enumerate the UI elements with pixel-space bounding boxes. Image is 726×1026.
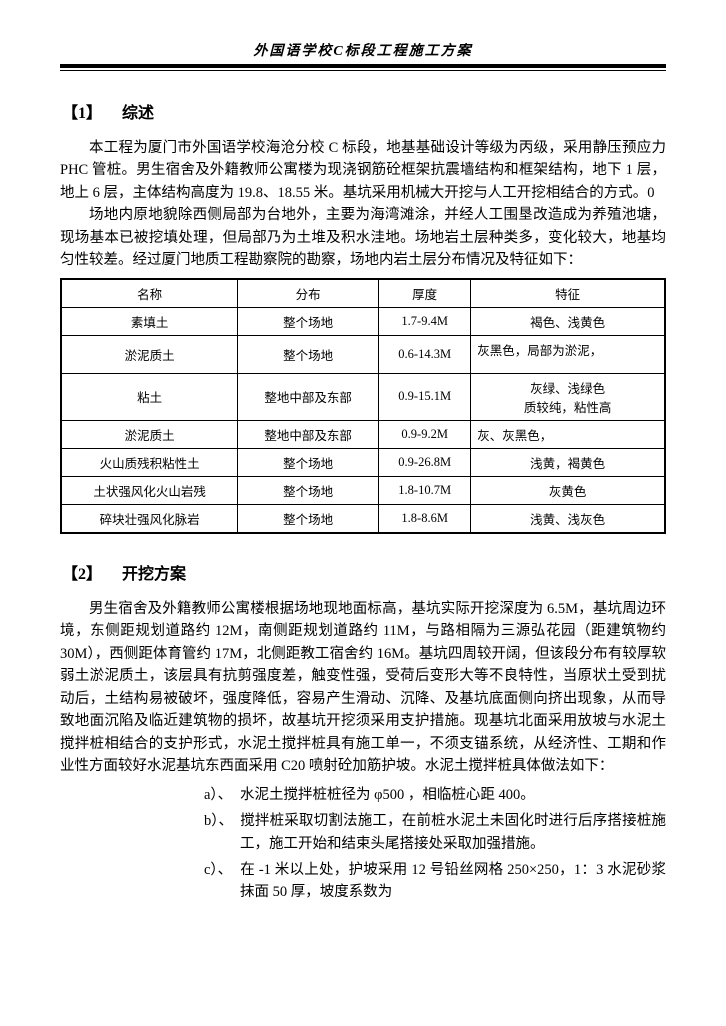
list-text: 在 -1 米以上处，护坡采用 12 号铅丝网格 250×250，1：3 水泥砂浆… (240, 862, 666, 900)
page-header-title: 外国语学校C标段工程施工方案 (60, 40, 666, 68)
method-list: a）、水泥土搅拌桩桩径为 φ500 ，相临桩心距 400。 b）、搅拌桩采取切割… (60, 784, 666, 904)
th-distribution: 分布 (238, 279, 379, 308)
cell: 整个场地 (238, 335, 379, 373)
cell: 1.7-9.4M (379, 307, 471, 335)
cell: 整个场地 (238, 476, 379, 504)
list-marker: b）、 (204, 810, 240, 832)
table-row: 素填土 整个场地 1.7-9.4M 褐色、浅黄色 (61, 307, 665, 335)
th-thickness: 厚度 (379, 279, 471, 308)
list-text: 水泥土搅拌桩桩径为 φ500 ，相临桩心距 400。 (240, 787, 535, 803)
cell: 灰黑色，局部为淤泥， (471, 335, 665, 373)
soil-table: 名称 分布 厚度 特征 素填土 整个场地 1.7-9.4M 褐色、浅黄色 淤泥质… (60, 278, 666, 534)
th-name: 名称 (61, 279, 238, 308)
table-header-row: 名称 分布 厚度 特征 (61, 279, 665, 308)
cell: 0.9-15.1M (379, 373, 471, 420)
cell: 灰、灰黑色， (471, 420, 665, 448)
cell: 褐色、浅黄色 (471, 307, 665, 335)
section-1-heading: 【1】 综述 (60, 99, 666, 123)
table-row: 土状强风化火山岩残 整个场地 1.8-10.7M 灰黄色 (61, 476, 665, 504)
section-2-paragraph-1: 男生宿舍及外籍教师公寓楼根据场地现地面标高，基坑实际开挖深度为 6.5M，基坑周… (60, 598, 666, 778)
list-item: c）、在 -1 米以上处，护坡采用 12 号铅丝网格 250×250，1：3 水… (60, 859, 666, 904)
cell: 灰绿、浅绿色 质较纯，粘性高 (471, 373, 665, 420)
cell: 0.9-9.2M (379, 420, 471, 448)
cell: 0.9-26.8M (379, 448, 471, 476)
section-2-heading: 【2】 开挖方案 (60, 560, 666, 584)
list-text: 搅拌桩采取切割法施工，在前桩水泥土未固化时进行后序搭接桩施工，施工开始和结束头尾… (240, 813, 666, 851)
cell: 灰黄色 (471, 476, 665, 504)
cell: 整个场地 (238, 307, 379, 335)
list-item: a）、水泥土搅拌桩桩径为 φ500 ，相临桩心距 400。 (60, 784, 666, 806)
cell: 火山质残积粘性土 (61, 448, 238, 476)
cell: 碎块壮强风化脉岩 (61, 504, 238, 533)
section-2-title: 开挖方案 (122, 566, 186, 583)
table-row: 碎块壮强风化脉岩 整个场地 1.8-8.6M 浅黄、浅灰色 (61, 504, 665, 533)
cell: 整个场地 (238, 504, 379, 533)
cell: 整地中部及东部 (238, 373, 379, 420)
section-1-number: 【1】 (62, 105, 102, 122)
cell: 1.8-10.7M (379, 476, 471, 504)
table-row: 粘土 整地中部及东部 0.9-15.1M 灰绿、浅绿色 质较纯，粘性高 (61, 373, 665, 420)
cell: 粘土 (61, 373, 238, 420)
table-body: 素填土 整个场地 1.7-9.4M 褐色、浅黄色 淤泥质土 整个场地 0.6-1… (61, 307, 665, 533)
section-2-number: 【2】 (62, 566, 102, 583)
cell: 浅黄、浅灰色 (471, 504, 665, 533)
list-marker: c）、 (204, 859, 240, 881)
section-1-paragraph-2: 场地内原地貌除西侧局部为台地外，主要为海湾滩涂，并经人工围垦改造成为养殖池塘，现… (60, 204, 666, 271)
cell: 淤泥质土 (61, 335, 238, 373)
table-row: 淤泥质土 整个场地 0.6-14.3M 灰黑色，局部为淤泥， (61, 335, 665, 373)
cell: 素填土 (61, 307, 238, 335)
header-underline (60, 70, 666, 71)
cell: 整个场地 (238, 448, 379, 476)
cell: 淤泥质土 (61, 420, 238, 448)
cell: 1.8-8.6M (379, 504, 471, 533)
th-feature: 特征 (471, 279, 665, 308)
cell: 浅黄，褐黄色 (471, 448, 665, 476)
soil-table-wrap: 名称 分布 厚度 特征 素填土 整个场地 1.7-9.4M 褐色、浅黄色 淤泥质… (60, 278, 666, 534)
cell: 整地中部及东部 (238, 420, 379, 448)
table-row: 火山质残积粘性土 整个场地 0.9-26.8M 浅黄，褐黄色 (61, 448, 665, 476)
section-1-title: 综述 (122, 105, 154, 122)
list-marker: a）、 (204, 784, 240, 806)
cell: 土状强风化火山岩残 (61, 476, 238, 504)
table-row: 淤泥质土 整地中部及东部 0.9-9.2M 灰、灰黑色， (61, 420, 665, 448)
list-item: b）、搅拌桩采取切割法施工，在前桩水泥土未固化时进行后序搭接桩施工，施工开始和结… (60, 810, 666, 855)
section-1-paragraph-1: 本工程为厦门市外国语学校海沧分校 C 标段，地基基础设计等级为丙级，采用静压预应… (60, 137, 666, 204)
cell: 0.6-14.3M (379, 335, 471, 373)
